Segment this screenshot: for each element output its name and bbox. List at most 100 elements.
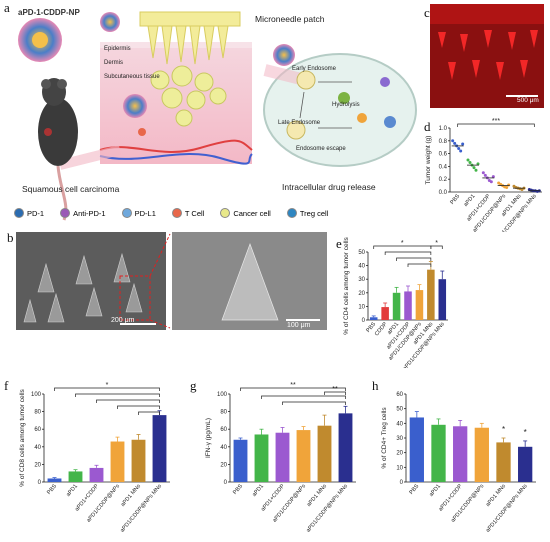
data-point: [505, 186, 509, 190]
chart-e: 0 10 20 30 40 50 % of CD4 cells among tumor ce…: [343, 236, 448, 368]
data-point: [451, 139, 455, 143]
bar: [438, 279, 447, 320]
significance-marker: ***: [492, 118, 500, 125]
significance-bracket: [430, 245, 443, 249]
sem-scale-2: 100 μm: [287, 322, 311, 329]
bar: [338, 413, 353, 482]
late-endosome-label: Late Endosome: [278, 120, 321, 126]
x-tick-label: aPD1 MNs: [120, 483, 142, 508]
legend-item: PD-1: [14, 208, 44, 218]
pd1-receptor-icon: [14, 208, 24, 218]
legend-text: Treg cell: [299, 208, 329, 218]
panel-label-g: g: [190, 378, 197, 393]
x-tick-label: aPD1 MNs: [306, 483, 328, 508]
bar: [369, 317, 378, 320]
sem-images: [16, 232, 327, 330]
y-tick-label: 40: [358, 264, 365, 270]
significance-marker: **: [290, 382, 296, 389]
legend-item: Treg cell: [286, 208, 329, 218]
y-axis-label: % of CD4+ Treg cells: [381, 407, 388, 469]
y-tick-label: 40: [34, 445, 41, 451]
microneedles: [147, 25, 229, 65]
fluorescence-image: [430, 4, 544, 108]
y-tick-label: 100: [31, 392, 42, 398]
data-point: [468, 161, 472, 165]
data-point: [461, 142, 465, 146]
panel-label-c: c: [424, 5, 430, 20]
significance-bracket: [75, 393, 160, 397]
data-point: [453, 141, 457, 145]
blood-vessel: [99, 139, 253, 153]
legend-text: PD-L1: [134, 208, 156, 218]
legend-item: Anti-PD-1: [60, 208, 106, 218]
y-tick-label: 40: [220, 445, 227, 451]
subcutaneous-label: Subcutaneous tissue: [104, 74, 160, 80]
y-tick-label: 20: [34, 462, 41, 468]
y-tick-label: 50: [396, 407, 403, 413]
y-tick-label: 20: [396, 451, 403, 457]
y-tick-label: 0: [38, 480, 42, 486]
x-tick-label: PBS: [449, 193, 461, 206]
y-tick-label: 60: [34, 427, 41, 433]
data-point: [507, 183, 511, 187]
x-tick-label: PBS: [46, 483, 58, 496]
significance-bracket: [138, 411, 160, 415]
data-point: [489, 180, 493, 184]
bar: [404, 291, 412, 320]
t-cell-icon: [171, 208, 182, 218]
bar: [381, 307, 389, 320]
microneedle-patch: [139, 11, 241, 27]
bar: [233, 439, 248, 482]
data-point: [476, 162, 480, 166]
legend-item: PD-L1: [121, 208, 156, 218]
y-axis-label: % of CD4 cells among tumor cells: [343, 236, 350, 334]
mouse-illustration: [38, 78, 78, 221]
panel-label-e: e: [336, 236, 342, 251]
bar: [317, 425, 332, 482]
x-tick-label: aPD1: [428, 483, 442, 498]
y-tick-label: 0.2: [439, 177, 448, 183]
legend-item: T Cell: [171, 208, 204, 218]
significance-marker: *: [435, 240, 438, 247]
chart-d: 0.0 0.2 0.4 0.6 0.8 1.0 Tumor weight (g) PBS aPD…: [425, 118, 542, 232]
y-tick-label: 10: [396, 465, 403, 471]
x-tick-label: aPD1: [251, 483, 265, 498]
significance-bracket: [384, 251, 432, 255]
y-tick-label: 10: [358, 304, 365, 310]
bar: [496, 442, 511, 482]
bar: [89, 467, 104, 482]
cancer-cell-icon: [220, 208, 231, 218]
panel-label-f: f: [4, 378, 9, 393]
y-tick-label: 60: [396, 392, 403, 398]
y-tick-label: 80: [34, 410, 41, 416]
data-point: [457, 146, 461, 150]
treg-cell-icon: [286, 208, 297, 218]
dermis-label: Dermis: [104, 60, 123, 66]
sem-scale-1: 200 μm: [111, 317, 135, 324]
schematic-legend: PD-1 Anti-PD-1 PD-L1 T Cell Cancer cell Treg …: [14, 204, 420, 222]
x-tick-label: CDDP: [374, 321, 389, 337]
y-tick-label: 0.0: [439, 190, 448, 196]
x-tick-label: aPD1/CDDP@NPs MNs: [305, 483, 349, 534]
cancer-cells: [150, 65, 227, 127]
bar: [254, 434, 269, 482]
tumor-label: Squamous cell carcinoma: [22, 184, 120, 194]
y-tick-label: 0: [400, 480, 404, 486]
hydrolysis-label: Hydrolysis: [332, 102, 360, 108]
y-tick-label: 0: [362, 318, 366, 324]
x-tick-label: PBS: [365, 321, 377, 334]
release-label: Intracellular drug release: [282, 182, 376, 192]
legend-text: Cancer cell: [233, 208, 271, 218]
bar: [392, 292, 401, 320]
x-tick-label: PBS: [409, 483, 421, 496]
data-point: [483, 173, 487, 177]
x-tick-label: aPD1 MNs: [485, 483, 507, 508]
y-tick-label: 0.8: [439, 139, 448, 145]
bar: [431, 424, 446, 482]
data-point: [466, 158, 470, 162]
early-endosome-label: Early Endosome: [292, 66, 337, 72]
significance-bracket: [396, 257, 432, 261]
bar: [427, 269, 435, 320]
y-axis-label: Tumor weight (g): [425, 136, 432, 185]
